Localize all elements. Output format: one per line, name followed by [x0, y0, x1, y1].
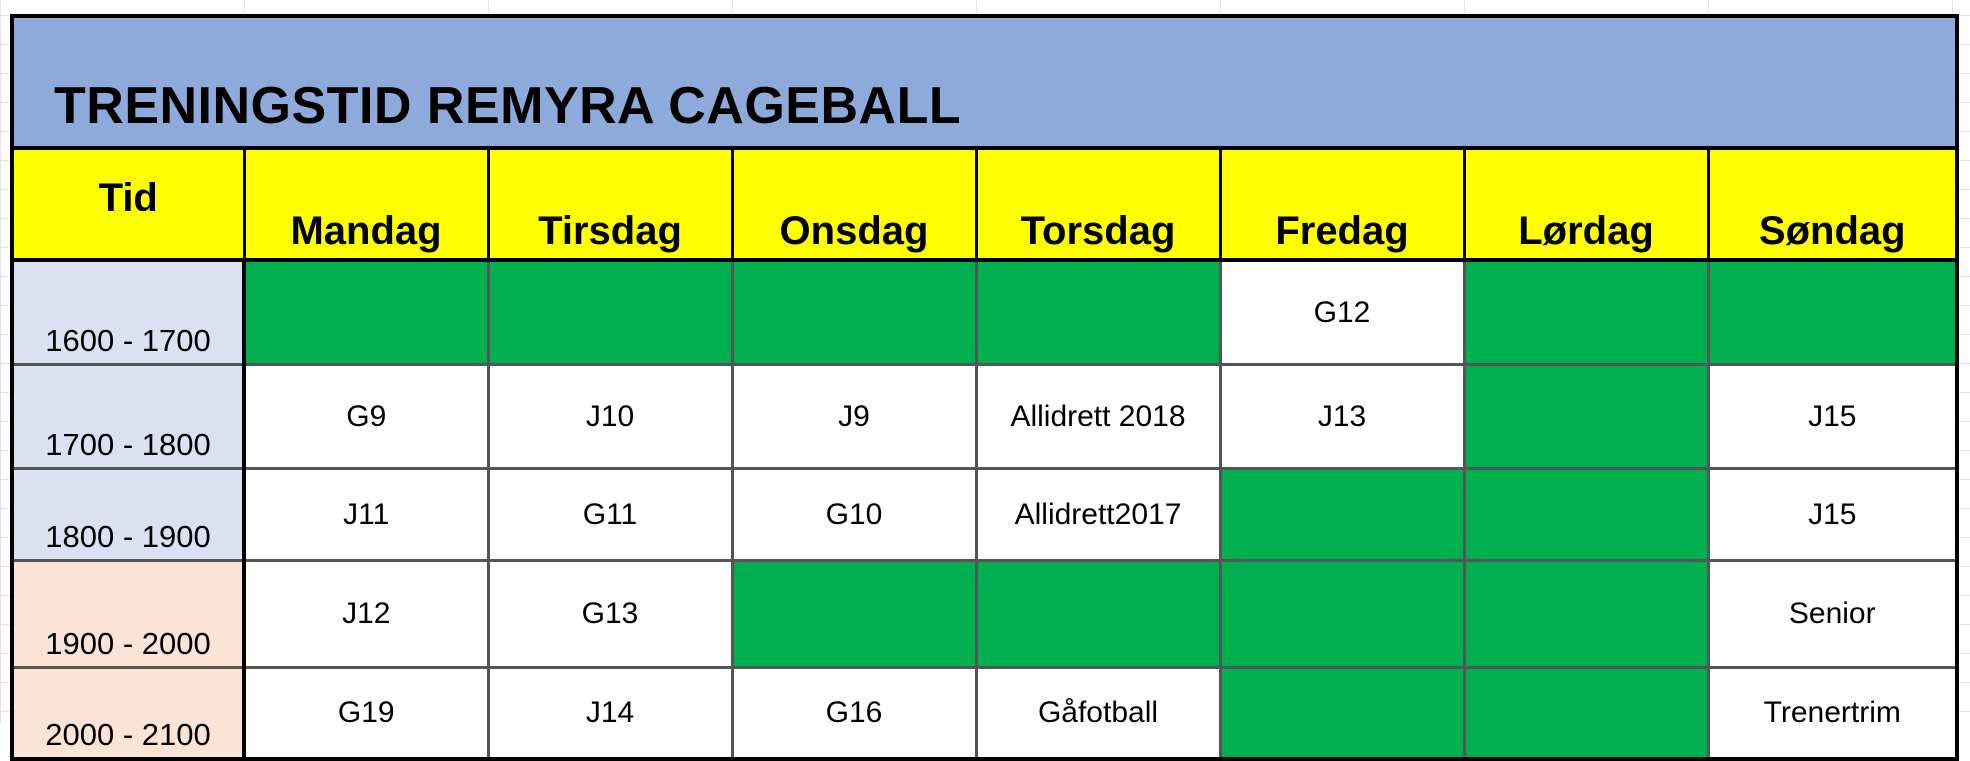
slot-cell[interactable]: J14	[486, 666, 734, 761]
slot-cell[interactable]: G9	[242, 363, 490, 470]
slot-cell[interactable]: J12	[242, 559, 490, 669]
free-slot[interactable]	[1462, 363, 1710, 470]
free-slot[interactable]	[242, 258, 490, 366]
free-slot[interactable]	[1462, 666, 1710, 761]
header-sondag: Søndag	[1706, 146, 1959, 262]
slot-cell[interactable]: Allidrett2017	[974, 467, 1222, 562]
table-row: 1800 - 1900 J11 G11 G10 Allidrett2017 J1…	[10, 467, 1959, 562]
slot-cell[interactable]: J15	[1706, 363, 1959, 470]
schedule-sheet: TRENINGSTID REMYRA CAGEBALL Tid Mandag T…	[10, 14, 1959, 761]
schedule-table: TRENINGSTID REMYRA CAGEBALL Tid Mandag T…	[10, 14, 1959, 761]
table-row: 2000 - 2100 G19 J14 G16 Gåfotball Trener…	[10, 666, 1959, 761]
slot-cell[interactable]: J9	[730, 363, 978, 470]
free-slot[interactable]	[1706, 258, 1959, 366]
slot-cell[interactable]: J15	[1706, 467, 1959, 562]
header-row: Tid Mandag Tirsdag Onsdag Torsdag Fredag…	[10, 146, 1959, 262]
free-slot[interactable]	[1218, 559, 1466, 669]
free-slot[interactable]	[730, 258, 978, 366]
slot-cell[interactable]: G11	[486, 467, 734, 562]
slot-cell[interactable]: G10	[730, 467, 978, 562]
header-lordag: Lørdag	[1462, 146, 1710, 262]
table-row: 1700 - 1800 G9 J10 J9 Allidrett 2018 J13…	[10, 363, 1959, 470]
slot-cell[interactable]: J11	[242, 467, 490, 562]
free-slot[interactable]	[974, 258, 1222, 366]
slot-cell[interactable]: J13	[1218, 363, 1466, 470]
table-row: 1900 - 2000 J12 G13 Senior	[10, 559, 1959, 669]
free-slot[interactable]	[730, 559, 978, 669]
free-slot[interactable]	[1462, 559, 1710, 669]
table-row: 1600 - 1700 G12	[10, 258, 1959, 366]
time-label: 1800 - 1900	[10, 467, 246, 562]
header-mandag: Mandag	[242, 146, 490, 262]
time-label: 2000 - 2100	[10, 666, 246, 761]
slot-cell[interactable]: Senior	[1706, 559, 1959, 669]
slot-cell[interactable]: Gåfotball	[974, 666, 1222, 761]
time-label: 1600 - 1700	[10, 258, 246, 366]
free-slot[interactable]	[1218, 467, 1466, 562]
free-slot[interactable]	[1462, 467, 1710, 562]
free-slot[interactable]	[1218, 666, 1466, 761]
slot-cell[interactable]: G13	[486, 559, 734, 669]
header-fredag: Fredag	[1218, 146, 1466, 262]
page-title: TRENINGSTID REMYRA CAGEBALL	[10, 14, 1959, 150]
free-slot[interactable]	[1462, 258, 1710, 366]
free-slot[interactable]	[974, 559, 1222, 669]
time-label: 1900 - 2000	[10, 559, 246, 669]
free-slot[interactable]	[486, 258, 734, 366]
slot-cell[interactable]: Allidrett 2018	[974, 363, 1222, 470]
slot-cell[interactable]: J10	[486, 363, 734, 470]
slot-cell[interactable]: Trenertrim	[1706, 666, 1959, 761]
slot-cell[interactable]: G16	[730, 666, 978, 761]
time-label: 1700 - 1800	[10, 363, 246, 470]
header-onsdag: Onsdag	[730, 146, 978, 262]
header-tirsdag: Tirsdag	[486, 146, 734, 262]
slot-cell[interactable]: G12	[1218, 258, 1466, 366]
header-torsdag: Torsdag	[974, 146, 1222, 262]
slot-cell[interactable]: G19	[242, 666, 490, 761]
header-tid: Tid	[10, 146, 246, 262]
